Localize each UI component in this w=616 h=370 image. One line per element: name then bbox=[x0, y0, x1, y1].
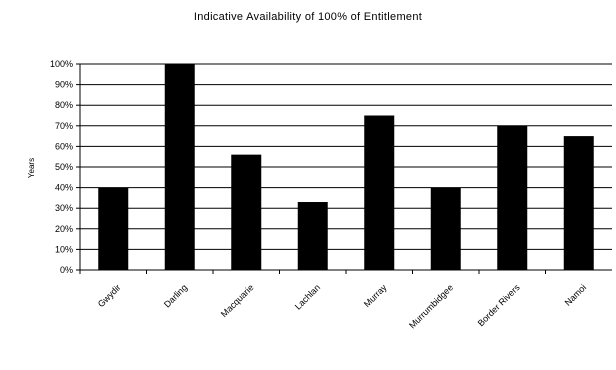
y-tick-label: 100% bbox=[50, 59, 73, 69]
bar-namoi bbox=[563, 136, 594, 270]
bar-border-rivers bbox=[497, 125, 528, 270]
y-tick-label: 80% bbox=[55, 100, 73, 110]
x-category-label: Murray bbox=[362, 282, 389, 309]
y-tick-label: 30% bbox=[55, 203, 73, 213]
bar-gwydir bbox=[98, 187, 129, 270]
x-category-label: Namoi bbox=[563, 282, 588, 307]
y-tick-label: 70% bbox=[55, 121, 73, 131]
x-category-label: Macquarie bbox=[219, 282, 256, 319]
y-tick-label: 90% bbox=[55, 80, 73, 90]
bar-murrumbidgee bbox=[430, 187, 461, 270]
y-tick-label: 10% bbox=[55, 244, 73, 254]
x-category-label: Border Rivers bbox=[476, 282, 522, 328]
x-category-label: Gwydir bbox=[96, 282, 123, 309]
y-tick-label: 40% bbox=[55, 183, 73, 193]
gridlines bbox=[80, 63, 612, 271]
y-tick-label: 50% bbox=[55, 162, 73, 172]
x-category-labels: Gwydir Darling Macquarie Lachlan Murray Murru… bbox=[79, 270, 588, 330]
bar-murray bbox=[364, 115, 395, 270]
bar-lachlan bbox=[297, 202, 328, 270]
y-tick-labels: 0% 10% 20% 30% 40% 50% 60% 70% 80% 90% 100% bbox=[50, 59, 80, 275]
y-tick-label: 60% bbox=[55, 141, 73, 151]
x-category-label: Darling bbox=[162, 282, 189, 309]
bars bbox=[98, 64, 594, 270]
bar-darling bbox=[164, 64, 195, 270]
bar-macquarie bbox=[231, 154, 262, 270]
y-tick-label: 0% bbox=[60, 265, 73, 275]
y-axis-label: Years bbox=[27, 158, 36, 178]
x-category-label: Murrumbidgee bbox=[407, 282, 455, 330]
x-category-label: Lachlan bbox=[293, 282, 322, 311]
chart-title: Indicative Availability of 100% of Entit… bbox=[194, 11, 422, 23]
y-tick-label: 20% bbox=[55, 224, 73, 234]
